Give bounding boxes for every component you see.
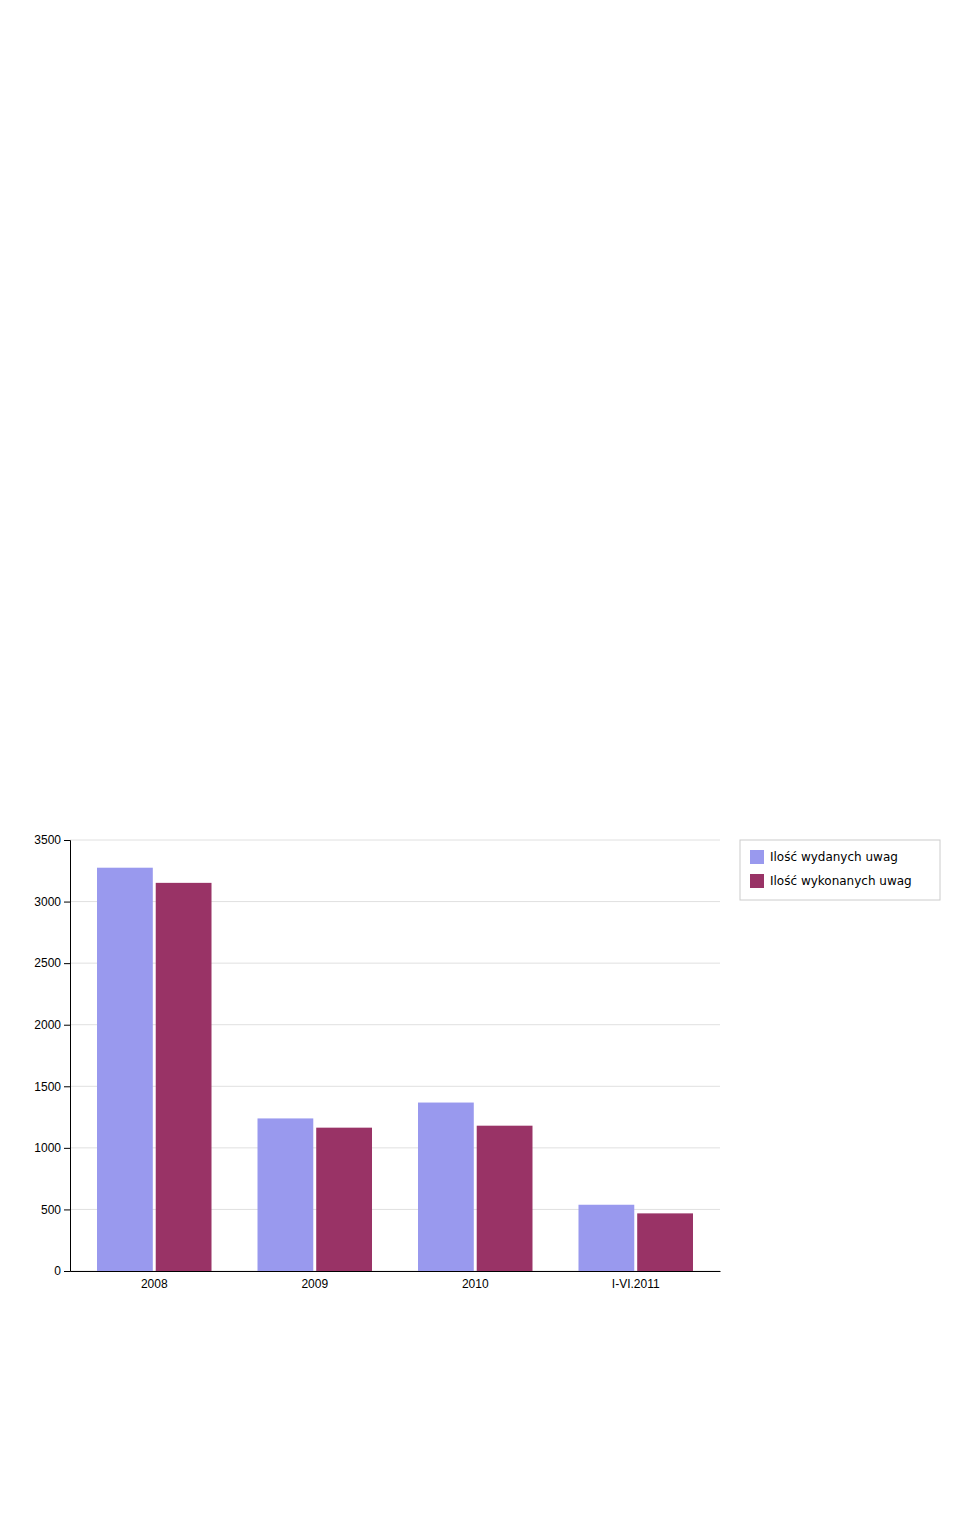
tick: 3000 [34,895,70,909]
tick: 2008 [141,1277,168,1291]
tick: 1500 [34,1080,70,1094]
bar [578,1205,634,1271]
series [156,883,693,1271]
tick: 1000 [34,1141,70,1155]
legend-swatch [750,850,764,864]
tick-mark [64,840,70,841]
grid-line [70,840,720,841]
y-axis: 0 500 1000 1500 2000 2500 3000 3500 [34,833,70,1278]
bar [477,1126,533,1271]
chart: 0 500 1000 1500 2000 2500 3000 3500 2008 2009 2010… [0,0,960,1521]
tick-label: 1000 [34,1141,61,1155]
tick-mark [64,1271,70,1272]
legend-frame [740,840,940,900]
tick-label: 0 [54,1264,61,1278]
bar [258,1118,314,1271]
tick-label: 500 [41,1203,61,1217]
tick: I-VI.2011 [612,1277,660,1291]
legend-item: Ilość wydanych uwag [750,850,898,864]
legend-label: Ilość wydanych uwag [770,850,898,864]
tick-label: 2000 [34,1018,61,1032]
legend-item: Ilość wykonanych uwag [750,874,912,888]
tick-mark [64,1086,70,1087]
tick-mark [64,1025,70,1026]
tick: 2009 [301,1277,328,1291]
axis-line [71,1271,721,1272]
bar [156,883,212,1271]
tick-label: 2009 [301,1277,328,1291]
bar [97,868,153,1271]
tick: 2010 [462,1277,489,1291]
tick-label: 2008 [141,1277,168,1291]
bar [316,1128,372,1271]
tick: 500 [41,1203,70,1217]
bar [637,1213,693,1271]
tick-mark [64,1148,70,1149]
bars [97,868,693,1271]
tick-mark [64,1209,70,1210]
legend: Ilość wydanych uwag Ilość wykonanych uwag [740,840,940,900]
tick-label: 3500 [34,833,61,847]
grid [70,840,720,1271]
tick: 2000 [34,1018,70,1032]
tick-mark [64,902,70,903]
axis-line [64,841,71,1272]
series [97,868,634,1271]
plot: 0 500 1000 1500 2000 2500 3000 3500 2008 2009 2010… [34,833,940,1290]
tick: 0 [54,1264,70,1278]
x-axis: 2008 2009 2010 I-VI.2011 [71,1272,721,1291]
tick-label: 2500 [34,956,61,970]
legend-label: Ilość wykonanych uwag [770,874,912,888]
tick-mark [64,963,70,964]
legend-swatch [750,874,764,888]
bar [418,1103,474,1271]
tick-label: 3000 [34,895,61,909]
tick-label: 1500 [34,1080,61,1094]
tick: 2500 [34,956,70,970]
tick-label: I-VI.2011 [612,1277,660,1291]
tick: 3500 [34,833,70,847]
tick-label: 2010 [462,1277,489,1291]
